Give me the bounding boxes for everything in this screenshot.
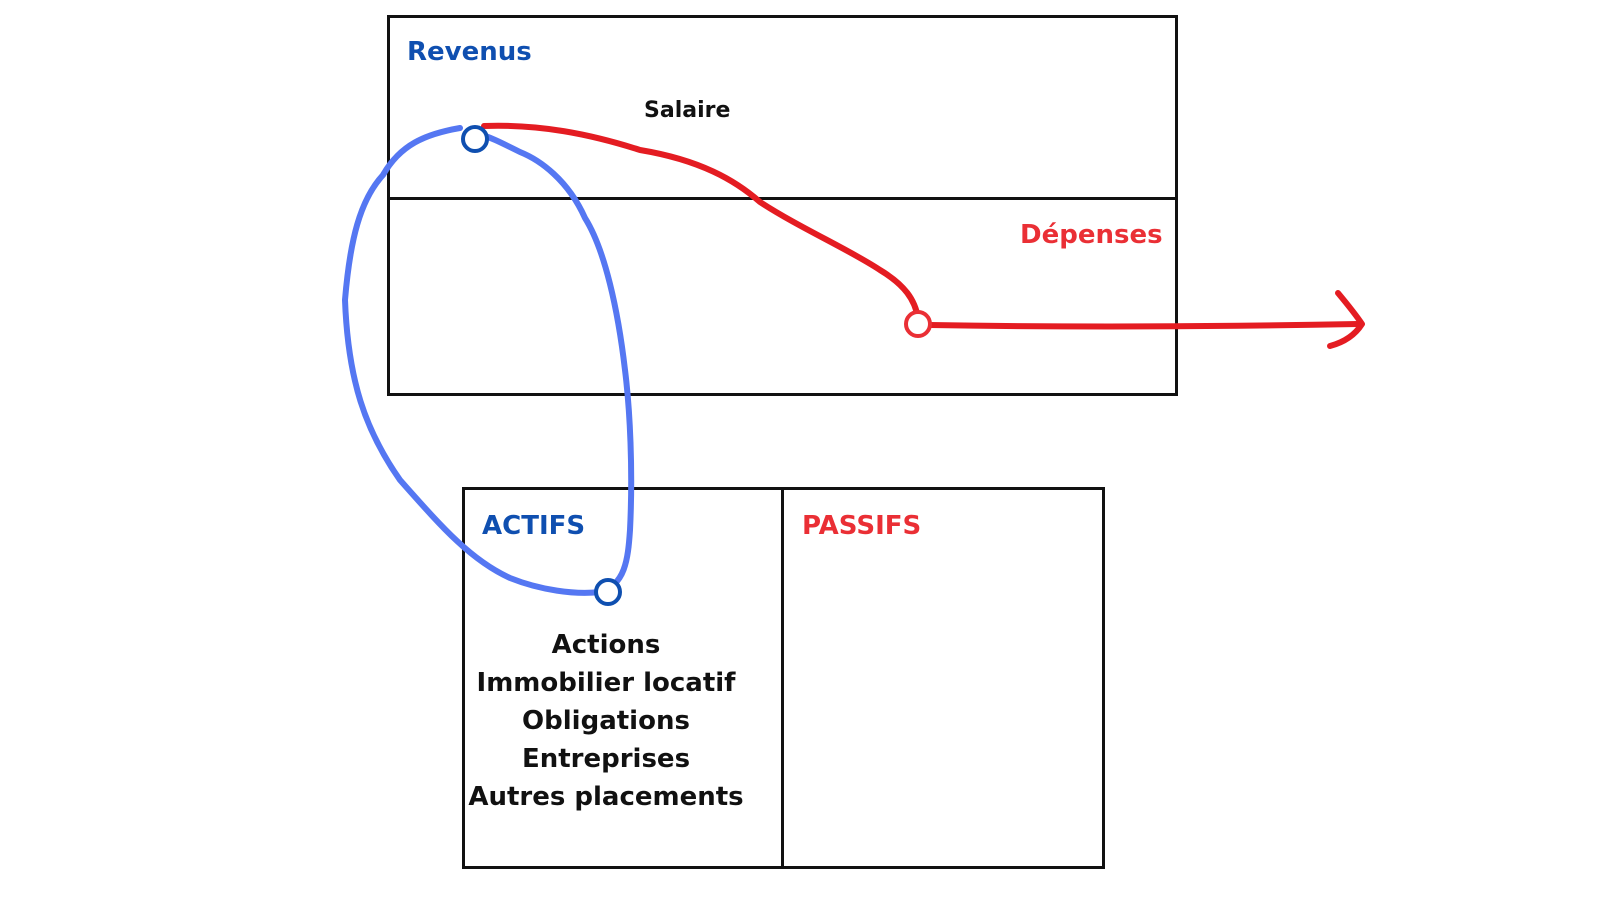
assets-heading: ACTIFS [482,511,586,541]
liabilities-heading: PASSIFS [802,511,922,541]
asset-item: Autres placements [468,782,744,812]
revenue-heading: Revenus [407,37,532,67]
assets-liabilities-divider [781,487,784,869]
income-statement-box [387,15,1178,396]
expenses-node-icon [904,310,932,338]
revenue-item-salary: Salaire [644,98,731,123]
income-expense-divider [387,197,1178,200]
asset-item: Entreprises [521,744,691,774]
expenses-outflow-line [927,321,1361,330]
salary-to-expenses-flow [481,122,921,321]
asset-item: Actions [551,630,661,660]
outflow-arrowhead-icon [1327,290,1365,349]
asset-item: Obligations [522,706,690,736]
salary-node-icon [461,125,489,153]
expenses-heading: Dépenses [1020,220,1163,250]
assets-list: Actions Immobilier locatif Obligations E… [466,626,746,816]
asset-item: Immobilier locatif [476,668,736,698]
assets-node-icon [594,578,622,606]
assets-income-loop [342,125,635,596]
